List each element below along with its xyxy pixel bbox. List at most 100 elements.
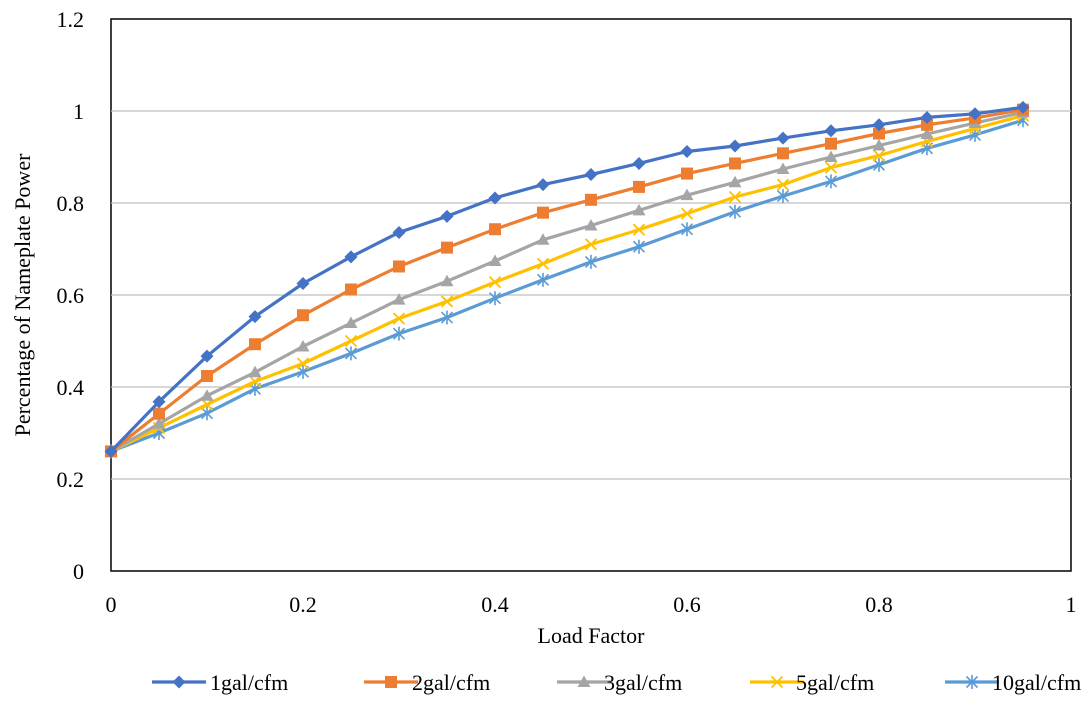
data-point (824, 161, 838, 174)
data-point (200, 398, 214, 411)
data-point (824, 174, 838, 189)
data-point (680, 222, 694, 237)
y-axis-title: Percentage of Nameplate Power (10, 153, 35, 436)
data-point (392, 312, 406, 325)
legend-item: 3gal/cfm (557, 670, 682, 695)
series-line (109, 113, 1025, 453)
data-point (680, 207, 694, 220)
legend-marker (577, 675, 591, 687)
data-point (488, 291, 502, 306)
legend-marker (385, 676, 397, 688)
y-tick-label: 0.8 (57, 191, 85, 216)
x-tick-label: 1 (1066, 592, 1077, 617)
y-tick-label: 0 (73, 559, 84, 584)
data-point (921, 118, 933, 131)
x-tick-label: 0.4 (481, 592, 509, 617)
legend-marker (965, 675, 979, 689)
data-point (680, 188, 694, 201)
series-line (109, 110, 1025, 453)
data-point (681, 167, 693, 180)
legend-label: 10gal/cfm (992, 670, 1081, 695)
data-point (728, 139, 742, 153)
data-point (489, 223, 501, 236)
tick-labels: 0 0.2 0.4 0.6 0.8 1 1.2 0 0.2 0.4 0.6 0.8 1 (57, 7, 1077, 617)
data-point (488, 275, 502, 289)
data-point (392, 326, 406, 341)
series-group (104, 100, 1030, 459)
data-point (296, 340, 310, 352)
data-point (200, 389, 214, 401)
data-point (633, 180, 645, 193)
x-tick-label: 0.2 (289, 592, 317, 617)
data-point (728, 204, 742, 219)
legend-item: 10gal/cfm (945, 670, 1081, 695)
data-point (536, 257, 550, 270)
data-point (440, 310, 454, 325)
data-point (440, 274, 454, 287)
legend-marker (172, 675, 186, 689)
series-line (109, 118, 1025, 453)
x-tick-label: 0 (106, 592, 117, 617)
legend-label: 5gal/cfm (796, 670, 874, 695)
legend-label: 2gal/cfm (412, 670, 490, 695)
data-point (536, 272, 550, 287)
data-point (248, 365, 262, 378)
data-point (776, 189, 790, 204)
data-point (632, 239, 646, 254)
data-point (825, 137, 837, 150)
data-point (824, 124, 838, 138)
legend-item: 5gal/cfm (750, 670, 874, 695)
data-point (728, 175, 742, 188)
y-tick-label: 0.2 (57, 467, 85, 492)
data-point (920, 110, 934, 124)
data-point (392, 293, 406, 305)
data-point (1016, 100, 1030, 114)
data-point (536, 178, 550, 192)
data-point (440, 209, 454, 223)
data-point (729, 157, 741, 170)
data-point (632, 156, 646, 170)
data-point (584, 219, 598, 231)
data-point (488, 191, 502, 205)
legend-label: 1gal/cfm (210, 670, 288, 695)
data-point (152, 395, 166, 409)
data-point (776, 178, 790, 191)
data-point (249, 338, 261, 351)
data-point (584, 238, 598, 251)
data-point (441, 241, 453, 254)
data-point (104, 444, 118, 458)
data-point (536, 233, 550, 245)
data-point (920, 127, 934, 139)
data-point (201, 369, 213, 382)
data-point (728, 190, 742, 204)
data-point (392, 225, 406, 239)
gridlines (111, 110, 1071, 480)
series-line (109, 107, 1025, 453)
data-point (297, 309, 309, 322)
data-point (344, 316, 358, 329)
data-point (873, 127, 885, 140)
data-point (537, 206, 549, 219)
data-point (345, 283, 357, 296)
data-point (968, 107, 982, 121)
x-tick-label: 0.6 (673, 592, 701, 617)
data-point (200, 349, 214, 363)
data-point (584, 254, 598, 269)
data-point (632, 223, 646, 236)
series-1gal-cfm (104, 100, 1030, 458)
data-point (153, 407, 165, 420)
data-point (776, 131, 790, 145)
data-point (776, 162, 790, 174)
data-point (872, 118, 886, 132)
series-line (109, 105, 1025, 453)
data-point (632, 203, 646, 216)
data-point (872, 157, 886, 172)
data-point (777, 147, 789, 160)
y-tick-label: 0.4 (57, 375, 85, 400)
data-point (440, 295, 454, 308)
data-point (248, 310, 262, 324)
data-point (872, 139, 886, 151)
data-point (393, 260, 405, 273)
